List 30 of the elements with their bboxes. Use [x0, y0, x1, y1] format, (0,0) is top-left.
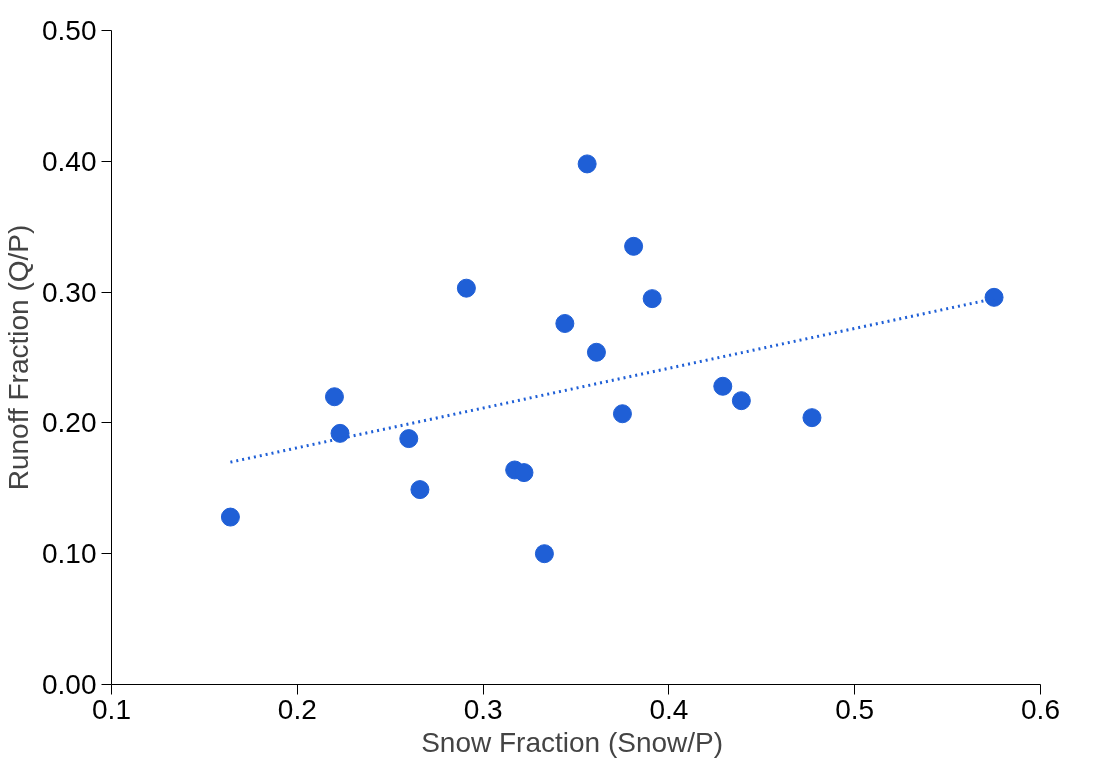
point: [586, 342, 606, 362]
point: [514, 463, 534, 483]
point: [577, 154, 597, 174]
x-tick-label: 0.6: [1021, 693, 1060, 725]
y-axis-title: Runoff Fraction (Q/P): [3, 224, 34, 491]
point: [731, 391, 751, 411]
point: [399, 429, 419, 449]
point: [456, 278, 476, 298]
point: [220, 507, 240, 527]
point: [642, 289, 662, 309]
point: [802, 408, 822, 428]
y-tick-label: 0.40: [42, 145, 97, 177]
point: [713, 376, 733, 396]
x-axis-title: Snow Fraction (Snow/P): [421, 726, 724, 758]
y-tick-label: 0.10: [42, 538, 97, 570]
point: [324, 387, 344, 407]
y-tick-label: 0.30: [42, 276, 97, 308]
x-tick-label: 0.4: [649, 693, 689, 725]
point: [612, 404, 632, 424]
point: [410, 480, 430, 500]
point: [330, 423, 350, 443]
point: [534, 544, 554, 564]
x-tick-label: 0.5: [835, 693, 875, 725]
x-tick-label: 0.3: [463, 693, 503, 725]
point: [555, 314, 575, 333]
y-tick-label: 0.50: [42, 15, 97, 46]
x-tick-label: 0.2: [277, 693, 317, 725]
y-tick-label: 0.20: [42, 407, 97, 439]
point: [984, 287, 1004, 307]
point: [624, 236, 644, 256]
